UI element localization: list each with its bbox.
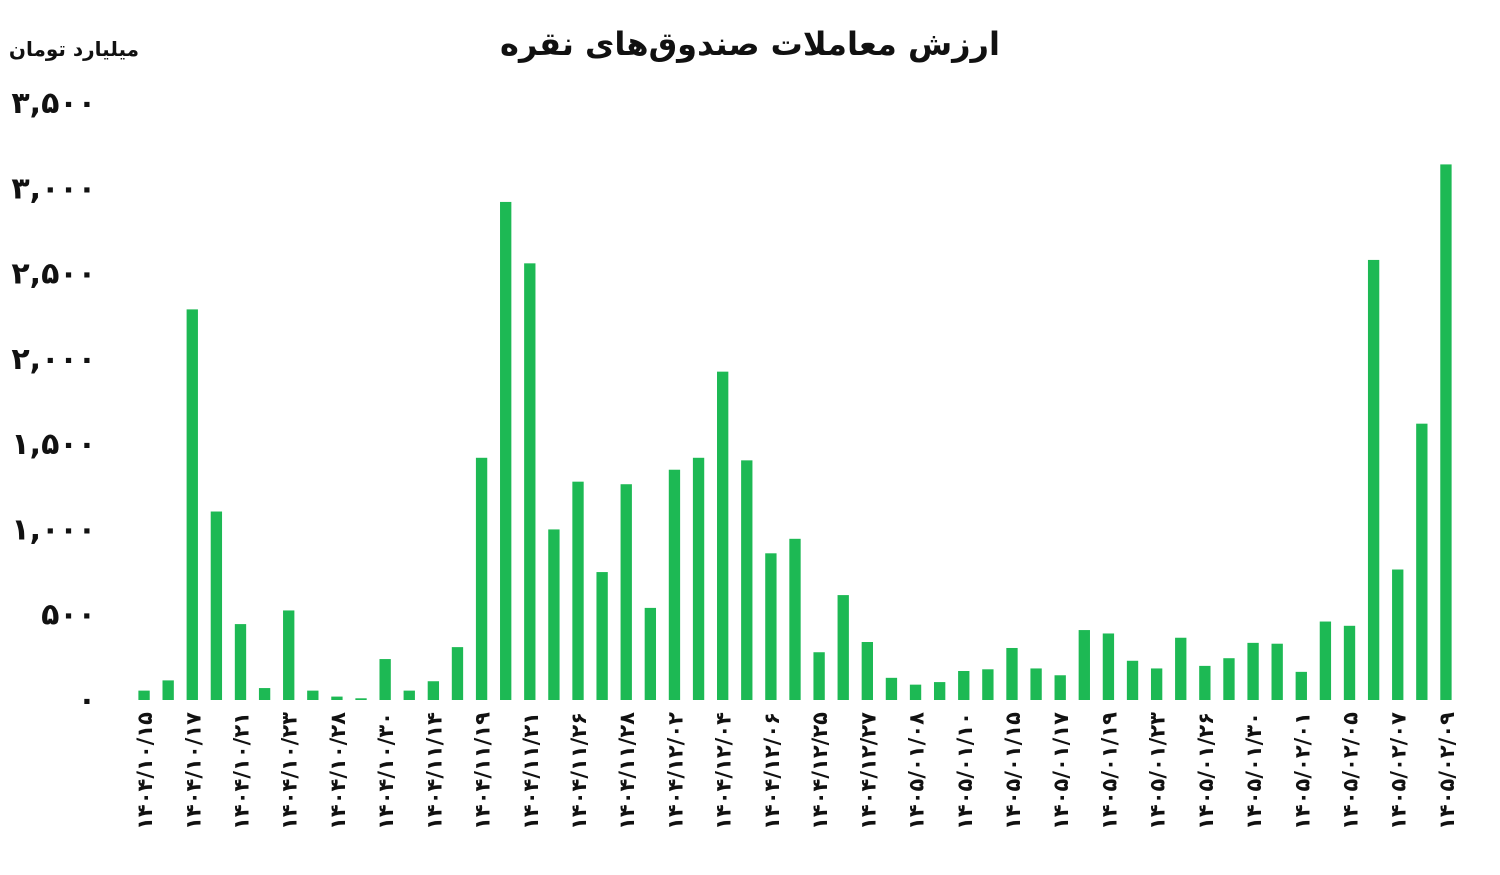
x-tick-label: ۱۴۰۴/۱۰/۱۵ (133, 712, 157, 830)
bar (283, 610, 295, 700)
bar (1247, 642, 1259, 700)
bar (1126, 660, 1139, 700)
y-tick-label: ۰ (78, 683, 96, 718)
bar (186, 309, 198, 700)
bar (861, 642, 873, 700)
bar (692, 457, 705, 700)
bar (813, 652, 825, 700)
y-tick-label: ۳,۰۰۰ (11, 171, 96, 206)
bar (210, 511, 223, 700)
bar (1295, 671, 1307, 700)
bar (1054, 675, 1066, 700)
bar (500, 201, 512, 700)
bar (1223, 658, 1235, 700)
y-tick-label: ۱,۵۰۰ (11, 427, 96, 462)
chart-title: ارزش معاملات صندوق‌های نقره (500, 25, 1000, 63)
bar (741, 460, 753, 700)
x-tick-label: ۱۴۰۴/۱۰/۲۱ (229, 712, 253, 830)
x-tick-label: ۱۴۰۴/۱۲/۲۵ (808, 712, 832, 830)
bar (909, 684, 922, 700)
y-tick-label: ۳,۵۰۰ (11, 86, 96, 121)
bar (1271, 643, 1283, 700)
bar (524, 263, 536, 700)
bar (451, 647, 464, 700)
x-tick-label: ۱۴۰۵/۰۱/۱۷ (1049, 712, 1073, 830)
bar (1343, 625, 1356, 700)
y-tick-label: ۱,۰۰۰ (11, 512, 96, 547)
bar (258, 688, 271, 700)
bar (427, 681, 440, 700)
bar (1078, 630, 1090, 700)
bar (644, 607, 657, 700)
x-tick-label: ۱۴۰۴/۱۱/۱۴ (422, 712, 446, 830)
bar (596, 572, 608, 700)
x-tick-label: ۱۴۰۵/۰۱/۱۹ (1097, 712, 1121, 830)
bar (403, 690, 415, 700)
bars (138, 164, 1452, 701)
x-tick-label: ۱۴۰۴/۱۱/۲۶ (567, 712, 591, 830)
x-tick-label: ۱۴۰۴/۱۰/۳۰ (374, 712, 398, 830)
x-tick-label: ۱۴۰۴/۱۲/۰۲ (663, 712, 687, 830)
x-tick-label: ۱۴۰۴/۱۰/۲۸ (326, 712, 350, 830)
bar (1102, 633, 1115, 700)
bar (138, 690, 150, 700)
x-tick-label: ۱۴۰۵/۰۱/۰۸ (905, 712, 929, 830)
bar (355, 698, 367, 700)
bar (331, 696, 343, 700)
x-tick-label: ۱۴۰۵/۰۲/۰۵ (1339, 712, 1363, 830)
bar (1175, 637, 1187, 700)
x-tick-label: ۱۴۰۵/۰۲/۰۱ (1290, 712, 1314, 830)
bar (1440, 164, 1452, 701)
bar (1006, 647, 1018, 700)
bar (1199, 665, 1211, 700)
x-tick-label: ۱۴۰۴/۱۲/۰۶ (760, 712, 784, 830)
bar (234, 624, 247, 700)
bar (1150, 668, 1163, 700)
bar (379, 659, 391, 700)
bar (572, 481, 584, 700)
bar (765, 553, 777, 700)
bar (475, 457, 488, 700)
x-tick-label: ۱۴۰۵/۰۱/۱۵ (1001, 712, 1025, 830)
x-tick-label: ۱۴۰۴/۱۱/۱۹ (471, 712, 495, 830)
x-tick-label: ۱۴۰۵/۰۲/۰۷ (1387, 712, 1411, 830)
x-tick-label: ۱۴۰۵/۰۲/۰۹ (1435, 712, 1459, 830)
x-tick-label: ۱۴۰۴/۱۱/۲۱ (519, 712, 543, 830)
bar (789, 538, 801, 700)
bar (1416, 423, 1428, 700)
x-tick-label: ۱۴۰۵/۰۱/۳۰ (1242, 712, 1266, 830)
bar (307, 690, 319, 700)
bar (1367, 259, 1380, 700)
y-axis-unit-label: میلیارد تومان (9, 37, 139, 61)
bar (1030, 668, 1042, 700)
x-tick-label: ۱۴۰۴/۱۲/۲۷ (856, 712, 880, 830)
bar (1392, 569, 1404, 700)
x-tick-label: ۱۴۰۵/۰۱/۱۰ (953, 712, 977, 830)
x-tick-label: ۱۴۰۵/۰۱/۲۳ (1146, 712, 1170, 830)
bar (933, 682, 946, 700)
x-tick-label: ۱۴۰۴/۱۰/۱۷ (181, 712, 205, 830)
x-axis-ticks: ۱۴۰۴/۱۰/۱۵ ۱۴۰۴/۱۰/۱۷ ۱۴۰۴/۱۰/۲۱ ۱۴۰۴/۱۰/۲۳… (133, 712, 1459, 830)
bar (548, 529, 560, 700)
bar (982, 669, 994, 700)
bar (620, 484, 632, 700)
bar (1319, 621, 1332, 700)
bar (885, 677, 898, 700)
x-tick-label: ۱۴۰۴/۱۲/۰۴ (712, 712, 736, 830)
y-axis-ticks: ۰ ۵۰۰ ۱,۰۰۰ ۱,۵۰۰ ۲,۰۰۰ ۲,۵۰۰ ۳,۰۰۰ ۳,۵۰۰ (11, 86, 96, 718)
x-tick-label: ۱۴۰۴/۱۱/۲۸ (615, 712, 639, 830)
bar (668, 469, 681, 700)
bar (162, 680, 174, 700)
y-tick-label: ۵۰۰ (41, 598, 96, 633)
bar (958, 671, 970, 700)
bar (717, 371, 729, 700)
x-tick-label: ۱۴۰۴/۱۰/۲۳ (278, 712, 302, 830)
y-tick-label: ۲,۵۰۰ (11, 257, 96, 292)
y-tick-label: ۲,۰۰۰ (11, 342, 96, 377)
bar (837, 595, 849, 700)
x-tick-label: ۱۴۰۵/۰۱/۲۶ (1194, 712, 1218, 830)
